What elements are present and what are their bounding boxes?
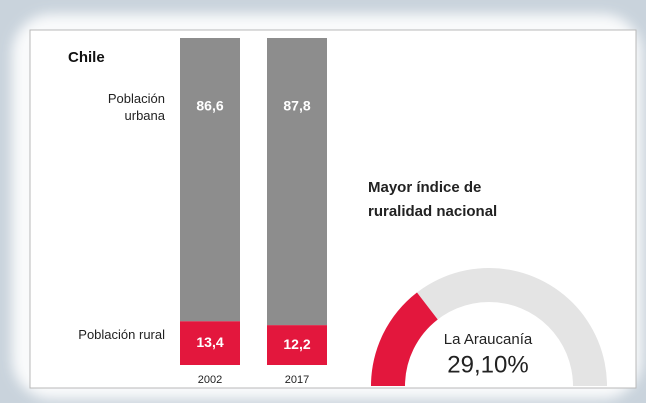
chart-title: Chile xyxy=(68,49,105,66)
value-label: 86,6 xyxy=(196,98,223,114)
bar-segment xyxy=(180,38,240,322)
series-label: Población rural xyxy=(78,327,165,343)
gauge-label: La Araucanía xyxy=(444,331,533,348)
card xyxy=(29,29,637,389)
value-label: 12,2 xyxy=(283,336,310,352)
gauge-value xyxy=(371,292,438,386)
value-label: 13,4 xyxy=(196,334,223,350)
gauge-value-label: 29,10% xyxy=(447,351,528,378)
bar-segment xyxy=(267,38,327,326)
bar-segment xyxy=(180,321,240,365)
x-tick-label: 2017 xyxy=(285,374,309,386)
bar-segment xyxy=(267,325,327,365)
gauge-track xyxy=(371,268,607,386)
series-label: Población urbana xyxy=(107,91,165,123)
gauge-title: Mayor índice de ruralidad nacional xyxy=(368,179,498,220)
value-label: 87,8 xyxy=(283,98,310,114)
x-tick-label: 2002 xyxy=(198,374,222,386)
